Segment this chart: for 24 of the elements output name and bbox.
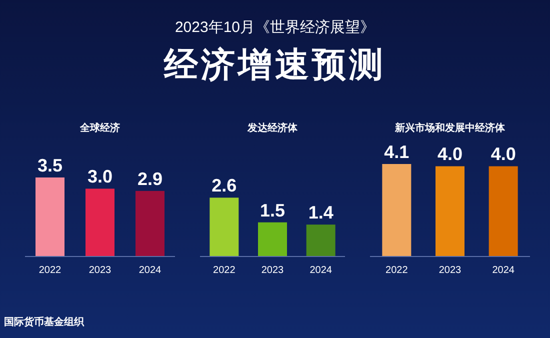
x-tick-label: 2023 [438, 265, 462, 276]
x-tick-label: 2022 [386, 265, 408, 276]
data-label: 4.0 [490, 144, 516, 164]
data-label: 2.9 [137, 168, 163, 189]
x-tick-label: 2023 [261, 265, 284, 276]
data-label: 4.1 [384, 142, 410, 162]
chart-title: 发达经济体 [246, 122, 298, 134]
data-label: 3.0 [87, 166, 113, 187]
x-tick-label: 2023 [88, 265, 112, 276]
data-label: 4.0 [437, 144, 463, 164]
data-label: 1.4 [308, 202, 334, 223]
data-label: 2.6 [212, 176, 237, 196]
text: 2023年10月《世界经济展望》 [174, 19, 376, 36]
x-tick-label: 2024 [138, 265, 162, 276]
chart-title: 全球经济 [79, 122, 120, 134]
text: 经济增速预测 [163, 46, 386, 84]
x-tick-label: 2024 [310, 265, 332, 276]
data-label: 3.5 [37, 155, 63, 176]
x-tick-label: 2022 [38, 265, 62, 276]
text: 国际货币基金组织 [4, 316, 85, 328]
data-label: 1.5 [260, 200, 286, 220]
x-tick-label: 2022 [213, 265, 236, 276]
x-tick-label: 2024 [492, 265, 515, 276]
chart-title: 新兴市场和发展中经济体 [394, 122, 506, 134]
